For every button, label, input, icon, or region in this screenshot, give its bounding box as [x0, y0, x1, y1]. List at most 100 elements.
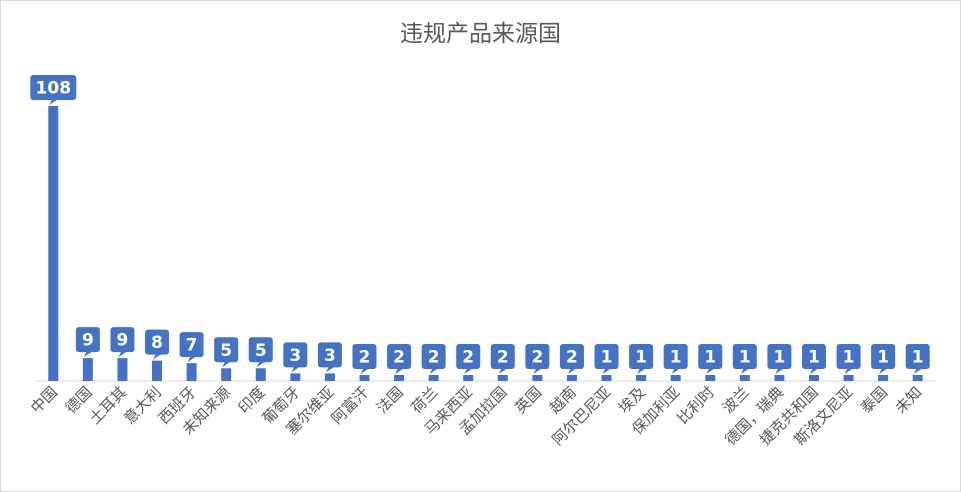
data-label-pointer — [256, 361, 266, 368]
data-label-pointer — [775, 368, 785, 374]
data-label-pointer — [844, 368, 854, 374]
data-label-callout — [490, 344, 515, 369]
data-label: 1 — [739, 348, 751, 368]
bar — [878, 375, 889, 381]
data-label: 108 — [36, 79, 72, 99]
data-label: 8 — [151, 333, 163, 353]
bar — [117, 358, 128, 381]
bar — [221, 368, 232, 381]
data-label-pointer — [187, 356, 197, 363]
bar — [463, 375, 474, 381]
bar — [532, 375, 543, 381]
data-label: 1 — [635, 348, 647, 368]
data-label: 1 — [773, 348, 785, 368]
data-label-pointer — [498, 368, 508, 374]
data-label-pointer — [291, 366, 301, 373]
data-label: 1 — [877, 348, 889, 368]
bar — [324, 373, 335, 381]
data-label-callout — [698, 344, 723, 369]
data-label-callout — [214, 337, 239, 363]
data-label: 1 — [808, 348, 820, 368]
x-tick-label: 中国 — [27, 383, 61, 417]
chart-title: 违规产品来源国 — [400, 21, 561, 47]
data-label-pointer — [706, 368, 716, 374]
data-label: 2 — [531, 348, 543, 368]
data-label-callout — [110, 327, 135, 353]
data-labels-group: 108 9 9 8 7 5 5 3 3 2 2 2 2 2 2 2 1 1 1 1 1 1 1 1 1 1 — [30, 75, 930, 374]
bar — [636, 375, 647, 381]
bar — [601, 375, 612, 381]
data-label: 1 — [670, 348, 682, 368]
data-label: 1 — [912, 348, 924, 368]
data-label: 1 — [601, 348, 613, 368]
data-label: 7 — [186, 336, 198, 356]
data-label: 2 — [393, 348, 405, 368]
data-label-pointer — [83, 351, 93, 358]
data-label-pointer — [567, 368, 577, 374]
data-label: 5 — [220, 341, 232, 361]
data-label-callout — [352, 344, 377, 369]
data-label-callout — [179, 332, 204, 358]
data-label: 5 — [255, 341, 267, 361]
data-label-callout — [421, 344, 446, 369]
data-label-callout — [767, 344, 792, 369]
bar — [808, 375, 819, 381]
data-label-pointer — [913, 368, 923, 374]
data-label-callout — [594, 344, 619, 369]
data-label: 3 — [289, 346, 301, 366]
data-label-pointer — [809, 368, 819, 374]
x-tick-label: 比利时 — [674, 383, 719, 428]
data-label: 9 — [82, 331, 94, 351]
x-tick-label: 意大利 — [120, 383, 165, 428]
data-label: 3 — [324, 346, 336, 366]
bar — [497, 375, 508, 381]
bar — [359, 375, 370, 381]
bar — [48, 106, 59, 381]
data-label-callout — [663, 344, 688, 369]
data-label-callout — [629, 344, 654, 369]
bar — [912, 375, 923, 381]
bars-group — [48, 106, 923, 381]
data-label-pointer — [671, 368, 681, 374]
x-tick-label: 阿富汗 — [328, 383, 373, 428]
bar — [566, 375, 577, 381]
bar — [82, 358, 93, 381]
bar — [290, 373, 301, 381]
data-label: 1 — [843, 348, 855, 368]
data-label: 1 — [704, 348, 716, 368]
x-tick-label: 英国 — [511, 383, 545, 417]
bar — [670, 375, 681, 381]
bar — [152, 360, 163, 381]
data-label-callout — [836, 344, 861, 369]
data-label: 9 — [117, 331, 129, 351]
data-label-callout — [317, 342, 342, 368]
x-tick-label: 土耳其 — [86, 383, 131, 428]
data-label-callout — [525, 344, 550, 369]
bar — [428, 375, 439, 381]
x-tick-label: 未知 — [892, 383, 926, 417]
data-label-pointer — [429, 368, 439, 374]
data-label-pointer — [118, 351, 128, 358]
data-label-callout — [732, 344, 757, 369]
data-label-callout — [456, 344, 481, 369]
data-label-callout — [283, 342, 308, 368]
data-label-pointer — [533, 368, 543, 374]
data-label-pointer — [602, 368, 612, 374]
bar — [705, 375, 716, 381]
data-label-callout — [801, 344, 826, 369]
data-label-pointer — [49, 99, 59, 105]
data-label-pointer — [740, 368, 750, 374]
data-label-pointer — [325, 366, 335, 373]
data-label: 2 — [462, 348, 474, 368]
x-tick-label: 泰国 — [857, 383, 891, 417]
data-label-pointer — [637, 368, 647, 374]
bar — [255, 368, 266, 381]
data-label: 2 — [497, 348, 509, 368]
data-label-callout — [871, 344, 896, 369]
data-label-pointer — [360, 368, 370, 374]
data-label: 2 — [566, 348, 578, 368]
data-label-pointer — [222, 361, 232, 368]
